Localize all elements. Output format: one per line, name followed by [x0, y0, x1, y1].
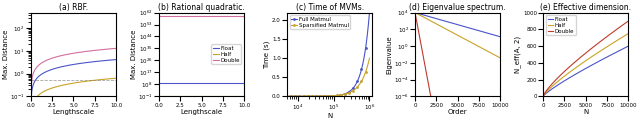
- Half: [590, 55, 598, 56]
- Double: [232, 15, 240, 17]
- Half: [611, 41, 619, 42]
- Y-axis label: Eigenvalue: Eigenvalue: [387, 35, 393, 74]
- Half: [540, 96, 547, 97]
- Title: (d) Eigenvalue spectrum.: (d) Eigenvalue spectrum.: [410, 3, 506, 12]
- Double: [206, 15, 214, 17]
- Line: Full Matmul: Full Matmul: [287, 12, 370, 97]
- Double: [540, 96, 547, 97]
- Float: [540, 96, 547, 97]
- Float: [625, 45, 632, 47]
- Float: [205, 83, 213, 84]
- Half: [616, 38, 624, 39]
- Half: [232, 96, 240, 97]
- Double: [590, 46, 598, 47]
- Sparsified Matmul: [333, 95, 341, 96]
- Float: [227, 83, 235, 84]
- Sparsified Matmul: [332, 95, 340, 96]
- Float: [232, 83, 240, 84]
- Y-axis label: Max. Distance: Max. Distance: [3, 30, 9, 79]
- Float: [540, 95, 547, 97]
- Float: [590, 63, 598, 65]
- X-axis label: N: N: [583, 109, 588, 115]
- Double: [611, 30, 619, 31]
- Legend: Float, Half, Double: Float, Half, Double: [211, 44, 241, 64]
- Line: Double: Double: [543, 21, 628, 96]
- Half: [591, 54, 599, 55]
- Y-axis label: Time (s): Time (s): [264, 40, 271, 69]
- Double: [241, 15, 248, 17]
- Sparsified Matmul: [358, 80, 365, 81]
- Y-axis label: Max. Distance: Max. Distance: [131, 30, 137, 79]
- Half: [156, 96, 163, 97]
- Full Matmul: [358, 68, 365, 69]
- Double: [540, 95, 547, 96]
- Double: [590, 46, 598, 47]
- Double: [156, 15, 163, 17]
- Half: [590, 55, 598, 56]
- Line: Half: Half: [543, 33, 628, 96]
- Half: [155, 96, 163, 97]
- Title: (a) RBF.: (a) RBF.: [59, 3, 88, 12]
- Title: (c) Time of MVMs.: (c) Time of MVMs.: [296, 3, 364, 12]
- Legend: Float, Half, Double: Float, Half, Double: [546, 15, 576, 35]
- Half: [227, 96, 235, 97]
- Half: [205, 96, 213, 97]
- Float: [616, 49, 624, 51]
- Double: [591, 45, 599, 46]
- Half: [206, 96, 214, 97]
- Sparsified Matmul: [365, 57, 373, 59]
- Sparsified Matmul: [332, 95, 340, 96]
- Double: [616, 26, 624, 27]
- X-axis label: Lengthscale: Lengthscale: [180, 109, 223, 115]
- Y-axis label: N_eff(A, 2): N_eff(A, 2): [515, 36, 522, 73]
- Float: [206, 83, 214, 84]
- Float: [156, 83, 163, 84]
- Full Matmul: [284, 96, 291, 97]
- Float: [155, 83, 163, 84]
- Full Matmul: [353, 82, 360, 84]
- Float: [590, 63, 598, 65]
- Title: (e) Effective dimension.: (e) Effective dimension.: [540, 3, 631, 12]
- Double: [155, 15, 163, 17]
- Float: [207, 83, 215, 84]
- Full Matmul: [365, 12, 373, 13]
- Sparsified Matmul: [284, 96, 291, 97]
- Full Matmul: [333, 95, 341, 96]
- Sparsified Matmul: [353, 87, 360, 89]
- Title: (b) Rational quadratic.: (b) Rational quadratic.: [158, 3, 245, 12]
- Float: [241, 83, 248, 84]
- Line: Float: Float: [543, 46, 628, 96]
- Half: [540, 95, 547, 96]
- Full Matmul: [332, 95, 340, 96]
- Line: Sparsified Matmul: Sparsified Matmul: [287, 58, 370, 97]
- Half: [625, 33, 632, 34]
- Full Matmul: [332, 95, 340, 96]
- Half: [207, 96, 215, 97]
- X-axis label: Lengthscale: Lengthscale: [52, 109, 95, 115]
- X-axis label: Order: Order: [448, 109, 468, 115]
- Double: [227, 15, 235, 17]
- Double: [625, 20, 632, 22]
- Float: [611, 52, 619, 54]
- Double: [207, 15, 215, 17]
- Half: [241, 96, 248, 97]
- Float: [591, 62, 599, 64]
- X-axis label: N: N: [327, 113, 332, 119]
- Legend: Full Matmul, Sparsified Matmul: Full Matmul, Sparsified Matmul: [290, 15, 350, 30]
- Double: [205, 15, 213, 17]
